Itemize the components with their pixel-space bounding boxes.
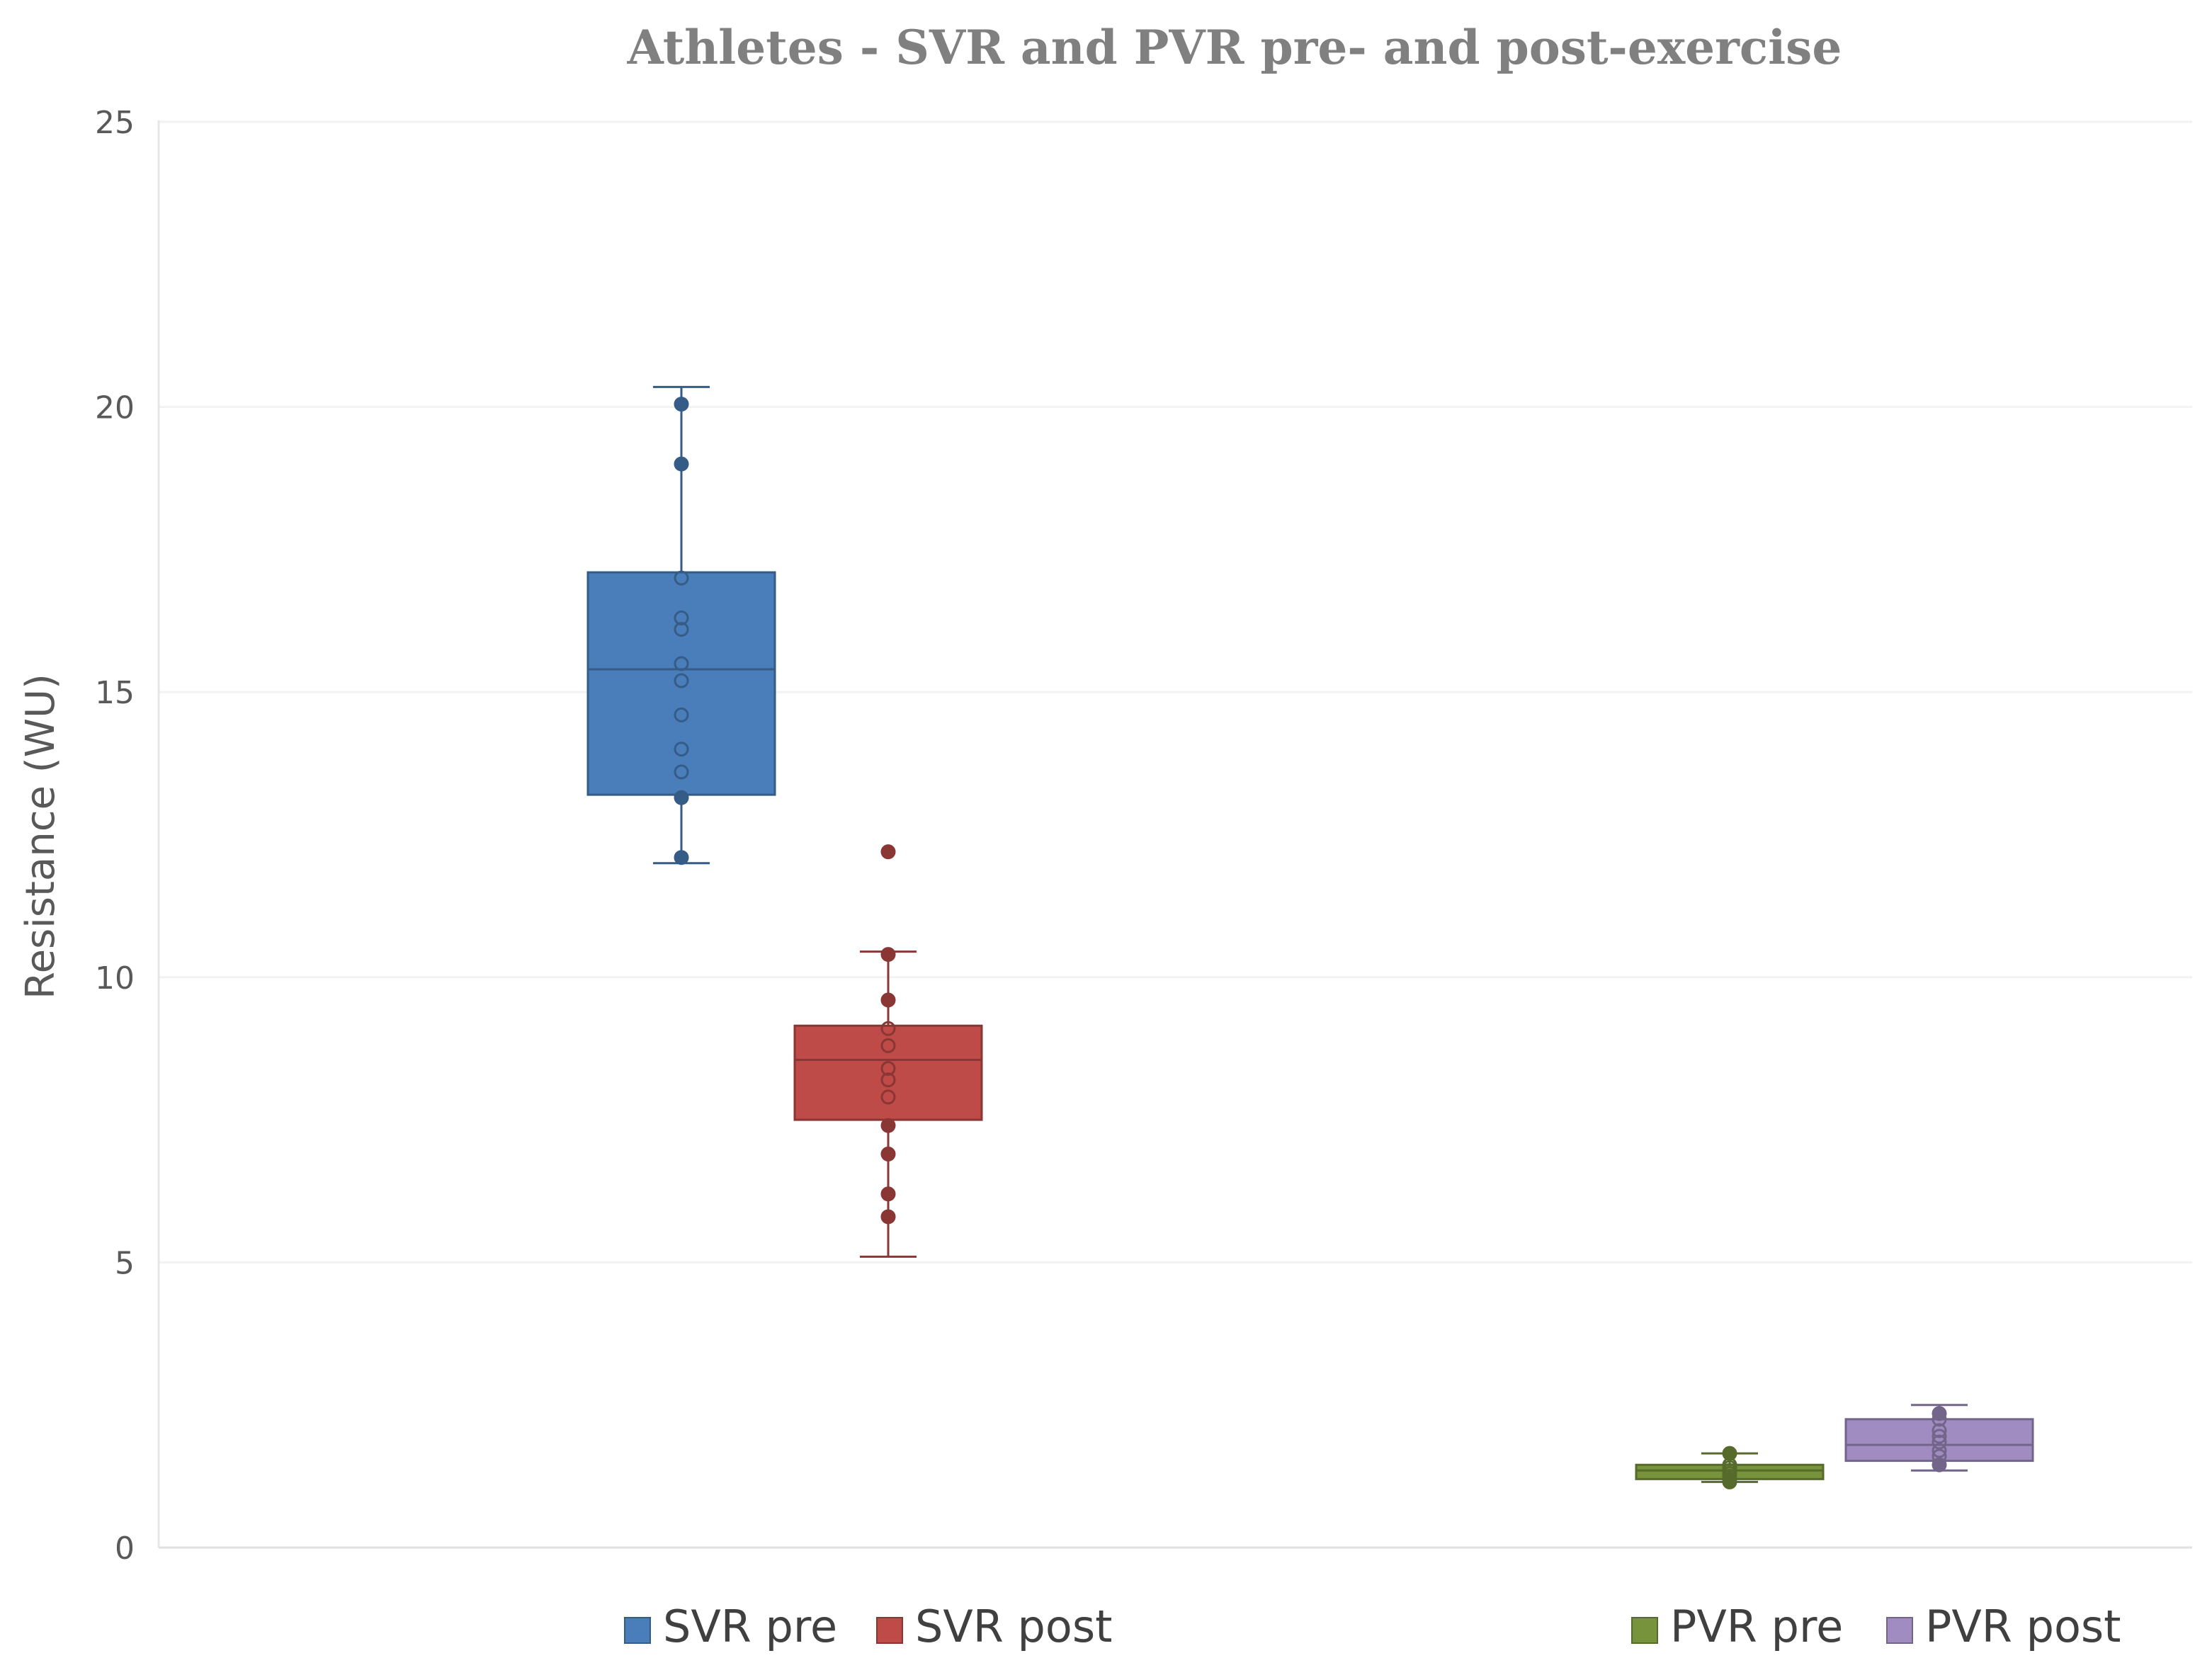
data-point [880,1072,896,1088]
data-point [1932,1434,1947,1450]
data-point [674,790,689,805]
data-point [1932,1448,1947,1464]
legend-swatch [624,1617,651,1644]
data-point [674,707,689,722]
data-point [674,673,689,688]
data-point [674,622,689,637]
box-pvr-post [1844,1404,2034,1472]
data-point [880,947,896,963]
data-point [1932,1429,1947,1444]
legend-swatch [876,1617,903,1644]
data-point [880,1186,896,1202]
y-tick-label: 5 [115,1245,135,1281]
data-point [880,1118,896,1133]
legend-label: SVR post [915,1601,1112,1652]
data-point [1932,1443,1947,1458]
data-point [674,764,689,780]
box-iqr [586,571,776,796]
legend-item-pvr-pre: PVR pre [1631,1601,1843,1652]
box-svr-pre [586,385,776,865]
data-point [880,1021,896,1036]
data-point [880,1061,896,1077]
legend-swatch [1631,1617,1658,1644]
legend-label: PVR post [1925,1601,2121,1652]
y-tick-label: 10 [95,960,135,997]
box-pvr-pre [1635,1446,1825,1489]
data-point [674,456,689,472]
data-point [674,742,689,757]
data-point [880,992,896,1008]
data-point [1932,1423,1947,1438]
data-point [674,570,689,586]
legend-item-svr-post: SVR post [876,1601,1112,1652]
gridlines [159,120,2192,1549]
data-point [880,1146,896,1162]
data-point [674,611,689,626]
y-tick-label: 25 [95,105,135,141]
y-tick-label: 20 [95,390,135,426]
data-point [674,397,689,412]
data-point [1932,1406,1947,1421]
data-point [880,1209,896,1225]
legend-label: SVR pre [663,1601,837,1652]
box-plots [586,385,2034,1489]
y-axis-label: Resistance (WU) [18,674,64,999]
data-point [674,656,689,671]
legend-swatch [1886,1617,1913,1644]
chart-title: Athletes - SVR and PVR pre- and post-exe… [627,20,1842,75]
legend-item-svr-pre: SVR pre [624,1601,837,1652]
data-point [1722,1446,1737,1461]
data-point [880,1038,896,1053]
legend-item-pvr-post: PVR post [1886,1601,2121,1652]
legend: SVR pre SVR post PVR pre PVR post [624,1601,2121,1652]
data-point [880,844,896,860]
y-tick-label: 0 [115,1531,135,1567]
y-tick-label: 15 [95,675,135,711]
y-axis-ticks: 0 5 10 15 20 25 [95,105,135,1567]
legend-label: PVR pre [1670,1601,1843,1652]
data-point [880,1089,896,1105]
box-svr-post [793,844,983,1258]
data-point [674,850,689,865]
